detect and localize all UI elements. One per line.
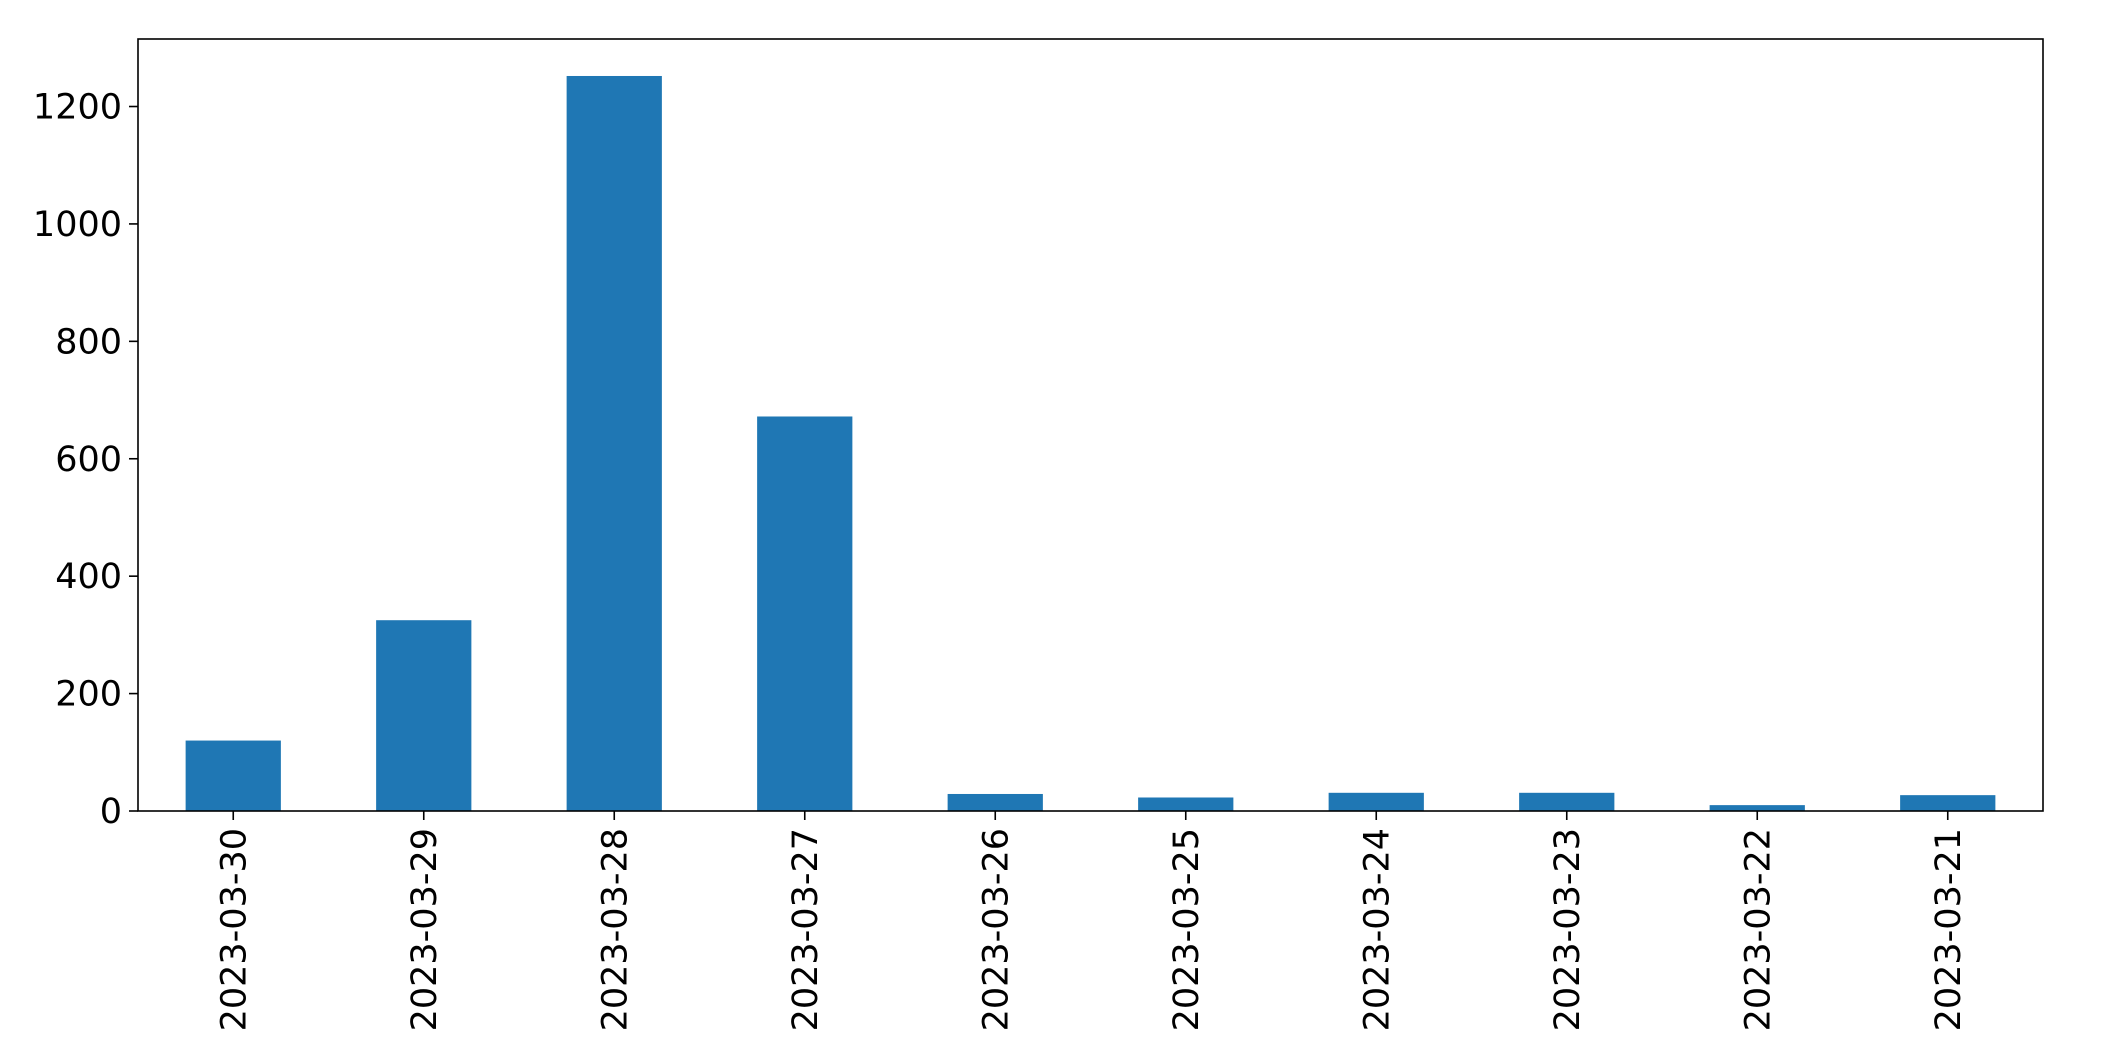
- y-tick-label: 400: [55, 557, 122, 597]
- bar-2023-03-29: [376, 620, 472, 811]
- x-tick-label: 2023-03-26: [976, 828, 1016, 1031]
- bar-2023-03-22: [1709, 805, 1805, 811]
- x-axis: 2023-03-30 2023-03-29 2023-03-28 2023-03-27…: [214, 811, 1969, 1031]
- x-tick-label: 2023-03-29: [405, 828, 445, 1031]
- x-tick-label: 2023-03-21: [1929, 828, 1969, 1031]
- y-tick-label: 1000: [33, 205, 122, 245]
- bars-group: [185, 75, 1996, 812]
- y-tick-label: 200: [55, 675, 122, 715]
- bar-2023-03-21: [1900, 795, 1996, 811]
- bar-2023-03-23: [1519, 792, 1615, 811]
- bar-2023-03-28: [566, 75, 662, 812]
- y-tick-label: 600: [55, 440, 122, 480]
- y-tick-label: 0: [100, 792, 122, 832]
- x-tick-label: 2023-03-27: [786, 828, 826, 1031]
- y-axis: 0 200 400 600 800 1000 1200: [33, 88, 138, 832]
- bar-2023-03-27: [757, 416, 853, 811]
- x-tick-label: 2023-03-23: [1548, 828, 1588, 1031]
- x-tick-label: 2023-03-28: [595, 828, 635, 1031]
- bar-2023-03-24: [1328, 792, 1424, 811]
- x-tick-label: 2023-03-22: [1738, 828, 1778, 1031]
- y-tick-label: 800: [55, 322, 122, 362]
- x-tick-label: 2023-03-24: [1357, 828, 1397, 1031]
- x-tick-label: 2023-03-30: [214, 828, 254, 1031]
- plot-frame: [137, 38, 2044, 812]
- bar-2023-03-26: [947, 793, 1043, 811]
- bar-2023-03-25: [1138, 797, 1234, 811]
- y-tick-label: 1200: [33, 88, 122, 128]
- x-tick-label: 2023-03-25: [1167, 828, 1207, 1031]
- bar-2023-03-30: [185, 740, 281, 811]
